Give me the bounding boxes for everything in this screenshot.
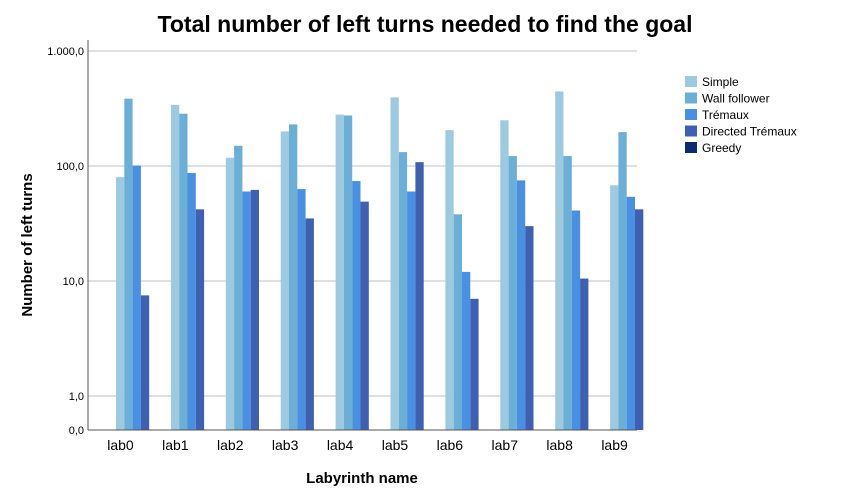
bar-lab9-directed-tr-maux <box>635 209 644 430</box>
bar-lab2-simple <box>225 157 235 430</box>
bar-lab4-tr-maux <box>352 181 361 430</box>
bar-lab7-directed-tr-maux <box>525 226 534 430</box>
bar-lab1-directed-tr-maux <box>195 209 205 430</box>
bar-lab0-tr-maux <box>132 165 141 430</box>
x-tick-label: lab7 <box>492 437 519 453</box>
bar-lab8-wall-follower <box>563 156 572 431</box>
y-tick-label: 1.000,0 <box>47 46 84 58</box>
bar-lab5-simple <box>390 97 399 431</box>
x-axis-title: Labyrinth name <box>306 470 418 487</box>
x-tick-label: lab8 <box>546 437 573 453</box>
bar-lab1-simple <box>170 104 180 431</box>
legend-entry: Simple <box>702 75 739 89</box>
bar-lab8-directed-tr-maux <box>580 278 589 430</box>
y-axis-title: Number of left turns <box>19 173 36 316</box>
bar-lab0-directed-tr-maux <box>140 295 150 430</box>
x-tick-label: lab2 <box>217 437 244 453</box>
legend-swatch <box>685 142 697 153</box>
bar-lab8-tr-maux <box>571 210 581 430</box>
bar-lab9-wall-follower <box>618 132 627 430</box>
bar-lab3-simple <box>280 131 289 431</box>
bar-lab0-simple <box>116 177 125 430</box>
bar-lab5-tr-maux <box>407 191 416 430</box>
y-tick-label: 10,0 <box>63 276 84 288</box>
legend-swatch <box>685 92 697 104</box>
legend-entry: Directed Trémaux <box>702 125 797 139</box>
legend-entry: Greedy <box>702 141 741 155</box>
bar-lab7-wall-follower <box>508 156 517 431</box>
x-tick-labels: lab0 lab1 lab2 lab3 lab4 lab5 lab6 lab7 lab8 lab9 <box>107 437 628 453</box>
y-tick-label: 100,0 <box>56 161 84 173</box>
legend-swatch <box>685 125 697 137</box>
y-tick-label: 0,0 <box>69 425 84 437</box>
bar-lab2-tr-maux <box>242 191 251 430</box>
bar-lab8-simple <box>555 91 564 430</box>
bar-lab5-wall-follower <box>398 152 408 430</box>
bar-lab3-tr-maux <box>297 189 306 430</box>
bar-lab0-wall-follower <box>124 98 133 431</box>
bar-lab9-tr-maux <box>626 196 635 430</box>
x-tick-label: lab1 <box>162 437 189 453</box>
x-tick-label: lab6 <box>437 437 464 453</box>
x-tick-label: lab0 <box>107 437 134 453</box>
bar-lab3-wall-follower <box>289 124 298 430</box>
bar-lab6-simple <box>445 130 454 430</box>
bar-lab6-wall-follower <box>453 214 462 430</box>
x-tick-label: lab5 <box>382 437 409 453</box>
legend-swatch <box>685 109 697 120</box>
bar-lab2-wall-follower <box>234 145 243 430</box>
bar-lab2-directed-tr-maux <box>250 189 259 430</box>
bar-lab6-directed-tr-maux <box>470 298 479 430</box>
bar-lab6-tr-maux <box>462 271 471 430</box>
y-tick-labels: 0,0 1,0 10,0 100,0 1.000,0 <box>47 46 84 437</box>
chart-title: Total number of left turns needed to fin… <box>158 11 693 37</box>
legend: Simple Wall follower Trémaux Directed Tréma… <box>685 75 797 155</box>
bar-lab9-simple <box>610 185 619 430</box>
x-tick-label: lab9 <box>601 437 628 453</box>
bar-lab4-directed-tr-maux <box>360 201 369 430</box>
x-tick-label: lab4 <box>327 437 354 453</box>
bar-lab3-directed-tr-maux <box>305 218 314 430</box>
axes <box>87 40 637 431</box>
bar-lab7-tr-maux <box>516 180 526 430</box>
bar-lab4-simple <box>335 114 344 430</box>
legend-entry: Trémaux <box>702 108 749 122</box>
bar-lab1-tr-maux <box>187 172 196 430</box>
bar-lab7-simple <box>500 120 509 430</box>
x-tick-label: lab3 <box>272 437 299 453</box>
legend-swatch <box>685 76 697 87</box>
bar-lab5-directed-tr-maux <box>415 162 424 431</box>
legend-entry: Wall follower <box>702 92 770 106</box>
bars <box>116 91 644 431</box>
bar-lab1-wall-follower <box>179 113 188 430</box>
bar-lab4-wall-follower <box>343 115 353 430</box>
y-tick-label: 1,0 <box>69 391 84 403</box>
